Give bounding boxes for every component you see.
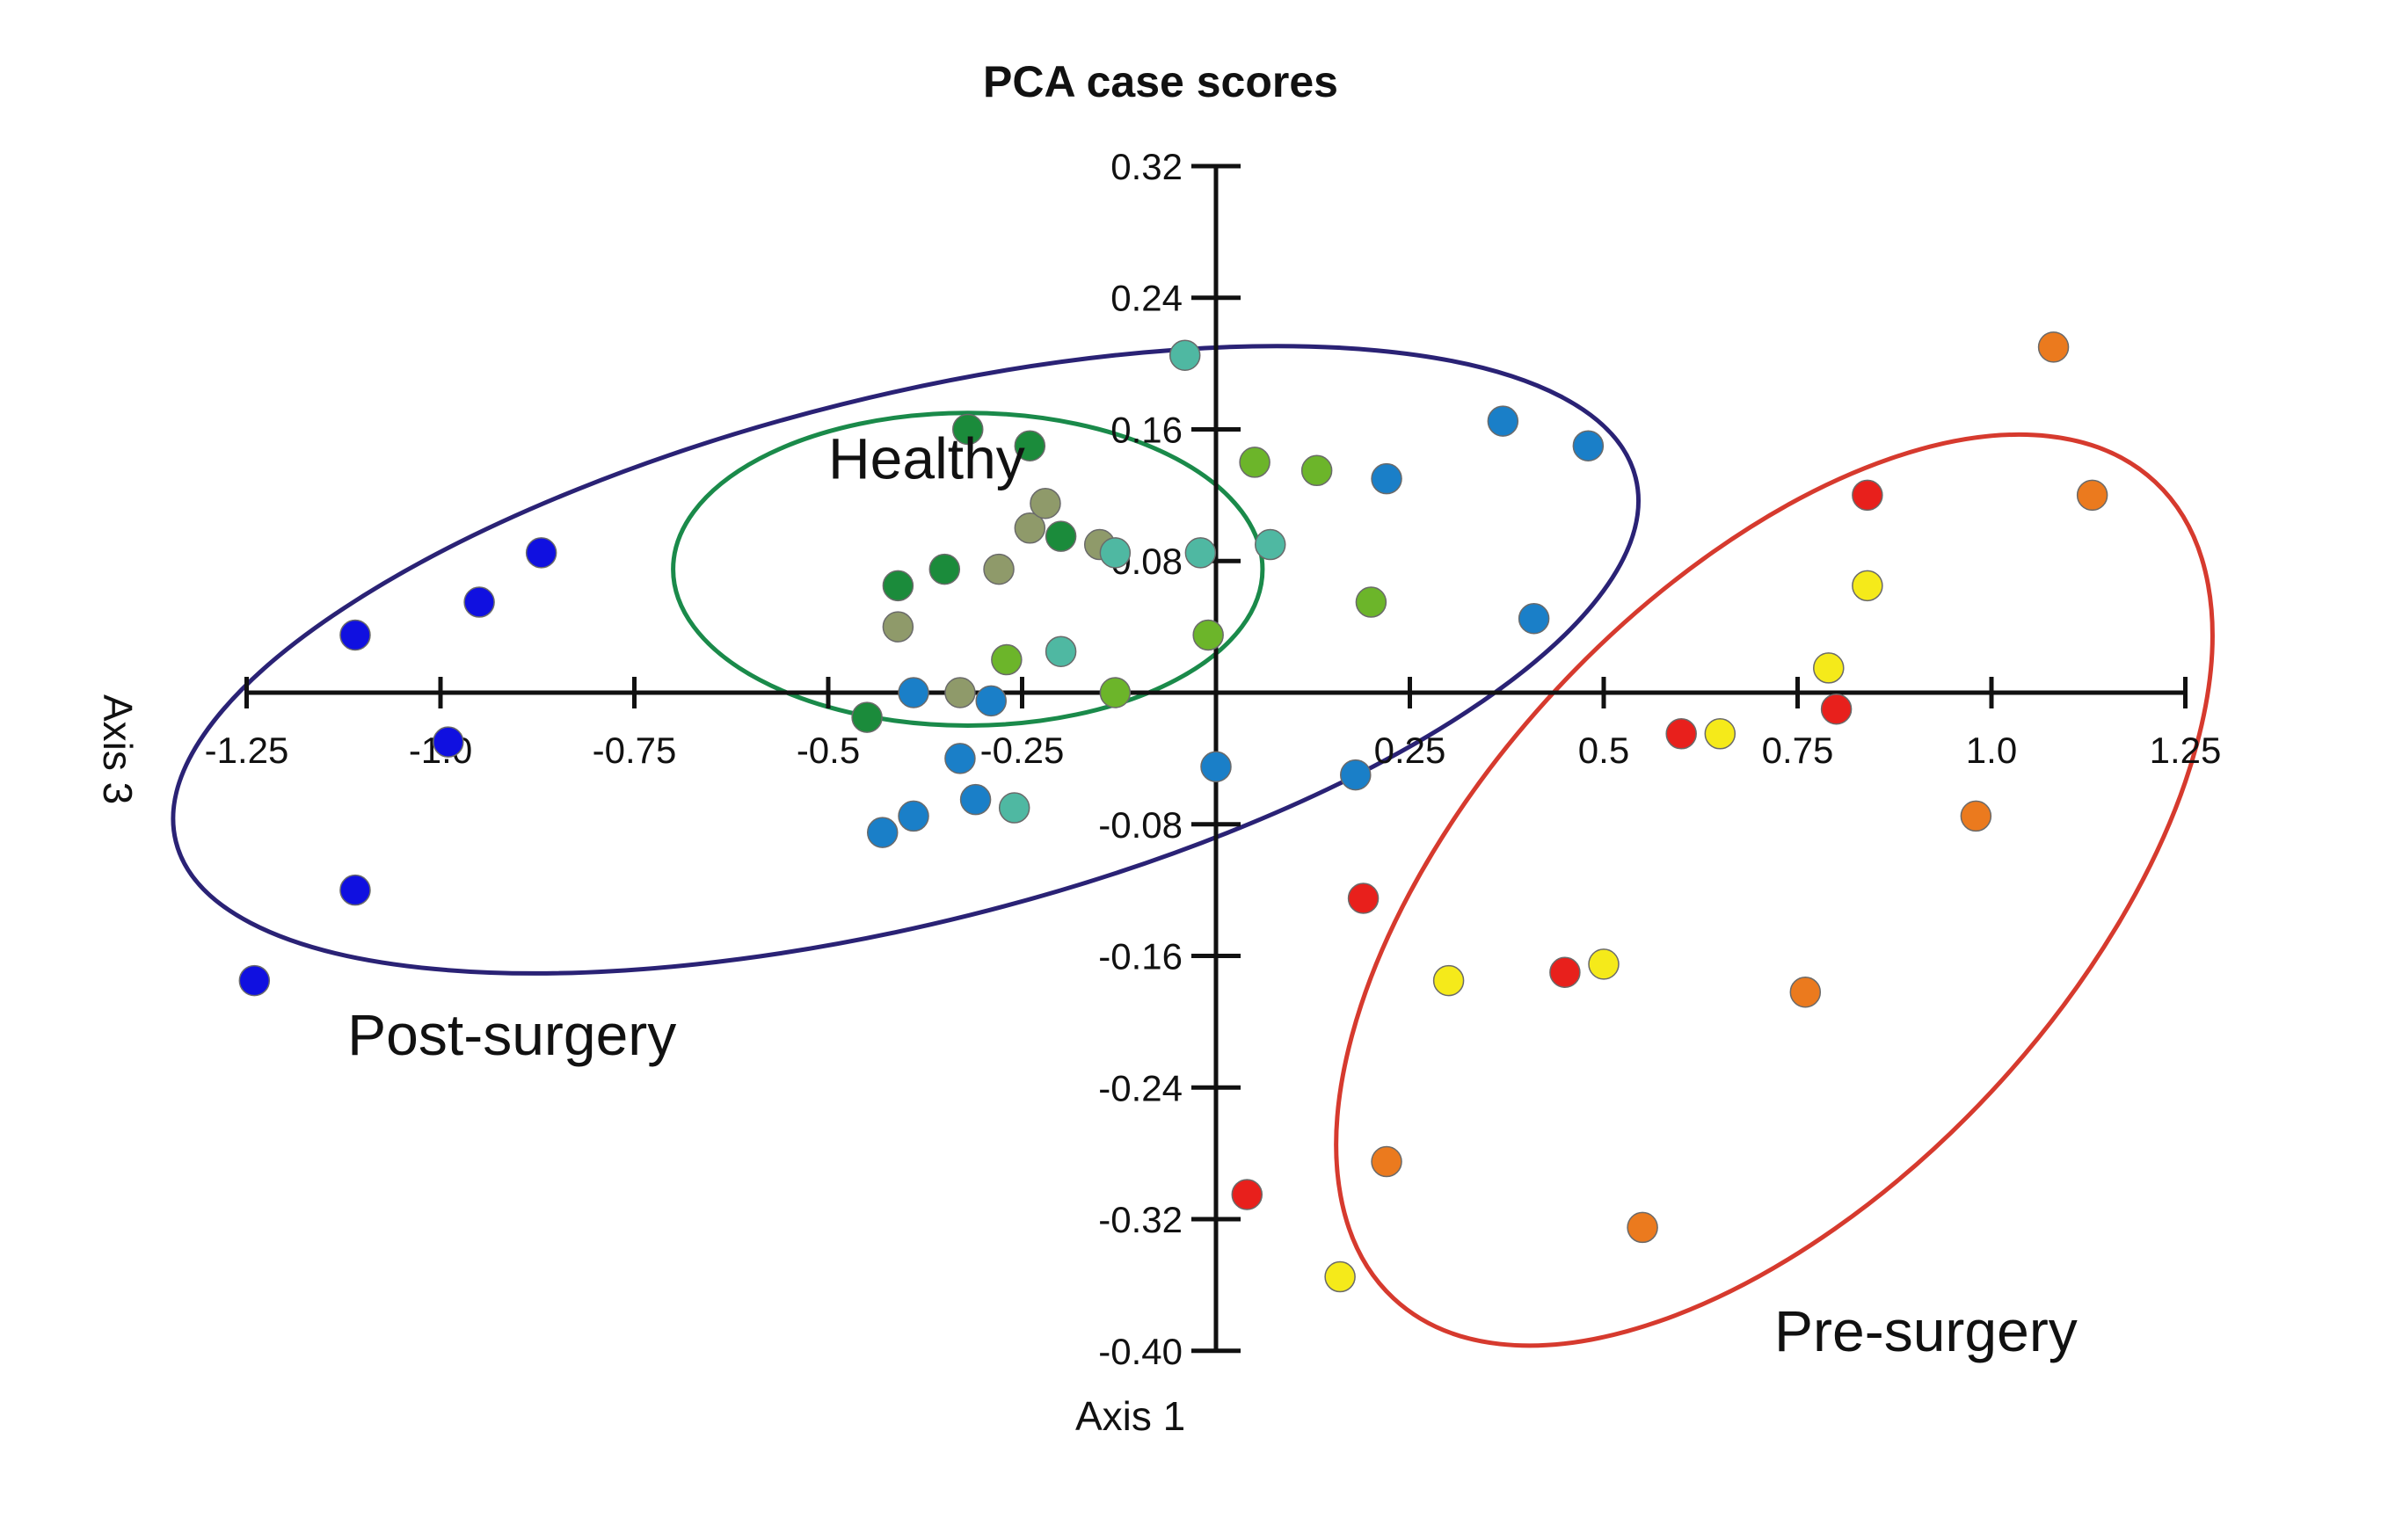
- data-point-yellow: [1588, 948, 1620, 980]
- data-point-post-surgery-blue: [463, 586, 495, 618]
- y-tick-label: 0.32: [1110, 146, 1183, 187]
- y-tick-label: -0.24: [1098, 1067, 1183, 1108]
- data-point-orange: [1960, 800, 1992, 832]
- data-point-mid-blue: [866, 817, 899, 848]
- data-point-red: [1549, 956, 1581, 988]
- data-point-post-surgery-blue: [339, 619, 371, 651]
- data-point-orange: [1371, 1145, 1402, 1178]
- y-tick-label: 0.24: [1110, 278, 1183, 319]
- healthy-label: Healthy: [828, 426, 1025, 491]
- data-point-teal: [1169, 339, 1201, 371]
- data-point-post-surgery-blue: [339, 874, 371, 906]
- y-tick-label: -0.08: [1098, 804, 1183, 846]
- data-point-mid-blue: [1572, 430, 1605, 461]
- post-surgery-ellipse: [171, 344, 1641, 976]
- data-point-mid-blue: [1200, 751, 1232, 782]
- x-tick-label: -0.75: [593, 730, 677, 771]
- y-axis-label: Axis 3: [95, 694, 141, 804]
- data-point-teal: [1099, 537, 1132, 569]
- data-point-dark-green: [928, 553, 961, 585]
- pre-surgery-label: Pre-surgery: [1774, 1298, 2078, 1363]
- y-axis-ticks: 0.320.240.160.08-0.08-0.16-0.24-0.32-0.4…: [1098, 146, 1241, 1372]
- data-point-teal: [1184, 537, 1217, 569]
- y-tick-label: -0.32: [1098, 1199, 1183, 1240]
- data-point-mid-blue: [959, 783, 992, 816]
- data-point-dark-green: [882, 570, 914, 602]
- y-tick-label: -0.40: [1098, 1331, 1183, 1372]
- data-point-orange: [2037, 331, 2070, 363]
- pre-surgery-ellipse: [1334, 432, 2215, 1348]
- data-point-teal: [1254, 528, 1286, 561]
- data-point-lime: [1099, 677, 1132, 708]
- data-point-yellow: [1813, 652, 1845, 684]
- data-point-olive: [983, 553, 1015, 585]
- data-point-dark-green: [851, 701, 883, 733]
- x-tick-label: 0.25: [1374, 730, 1446, 771]
- x-tick-label: -1.25: [205, 730, 289, 771]
- data-points: [238, 331, 2108, 1293]
- data-point-lime: [1355, 586, 1387, 618]
- data-point-yellow: [1432, 964, 1465, 997]
- data-point-mid-blue: [1340, 759, 1372, 791]
- data-point-teal: [1045, 636, 1077, 667]
- data-point-orange: [1627, 1211, 1658, 1244]
- data-point-post-surgery-blue: [238, 964, 271, 997]
- data-point-yellow: [1324, 1260, 1356, 1293]
- data-point-red: [1231, 1179, 1263, 1210]
- data-point-mid-blue: [975, 685, 1007, 717]
- data-point-red: [1665, 718, 1697, 750]
- data-point-teal: [998, 792, 1030, 824]
- x-tick-label: 0.75: [1762, 730, 1834, 771]
- data-point-orange: [1789, 976, 1822, 1008]
- x-tick-label: 1.25: [2150, 730, 2222, 771]
- x-axis-label: Axis 1: [1075, 1393, 1185, 1439]
- data-point-red: [1820, 693, 1853, 725]
- data-point-lime: [1300, 454, 1333, 487]
- data-point-lime: [1239, 447, 1270, 478]
- data-point-post-surgery-blue: [433, 726, 464, 758]
- data-point-yellow: [1704, 718, 1736, 750]
- data-point-mid-blue: [1487, 405, 1519, 437]
- data-point-lime: [1192, 619, 1224, 651]
- data-point-lime: [991, 643, 1023, 676]
- data-point-yellow: [1852, 570, 1883, 602]
- data-point-red: [1852, 479, 1883, 512]
- data-point-mid-blue: [898, 677, 929, 708]
- data-point-olive: [882, 611, 914, 643]
- y-tick-label: 0.16: [1110, 409, 1183, 450]
- x-tick-label: -0.5: [797, 730, 860, 771]
- data-point-olive: [1030, 487, 1061, 519]
- x-tick-label: 0.5: [1578, 730, 1629, 771]
- data-point-olive: [1014, 512, 1046, 544]
- x-tick-label: 1.0: [1966, 730, 2017, 771]
- data-point-post-surgery-blue: [525, 537, 557, 569]
- data-point-mid-blue: [944, 743, 976, 774]
- data-point-dark-green: [952, 413, 984, 446]
- data-point-mid-blue: [1518, 603, 1550, 635]
- data-point-red: [1347, 883, 1380, 914]
- chart-title: PCA case scores: [983, 57, 1338, 106]
- group-ellipses: [171, 344, 2215, 1348]
- data-point-mid-blue: [1371, 462, 1402, 495]
- group-labels: Healthy Post-surgery Pre-surgery: [347, 426, 2078, 1363]
- data-point-dark-green: [1045, 520, 1077, 552]
- x-tick-label: -0.25: [980, 730, 1065, 771]
- post-surgery-label: Post-surgery: [347, 1002, 676, 1067]
- y-tick-label: -0.16: [1098, 936, 1183, 977]
- data-point-orange: [2076, 479, 2108, 512]
- data-point-olive: [944, 677, 976, 708]
- data-point-dark-green: [1014, 430, 1046, 461]
- data-point-mid-blue: [898, 800, 929, 832]
- healthy-ellipse: [671, 410, 1265, 728]
